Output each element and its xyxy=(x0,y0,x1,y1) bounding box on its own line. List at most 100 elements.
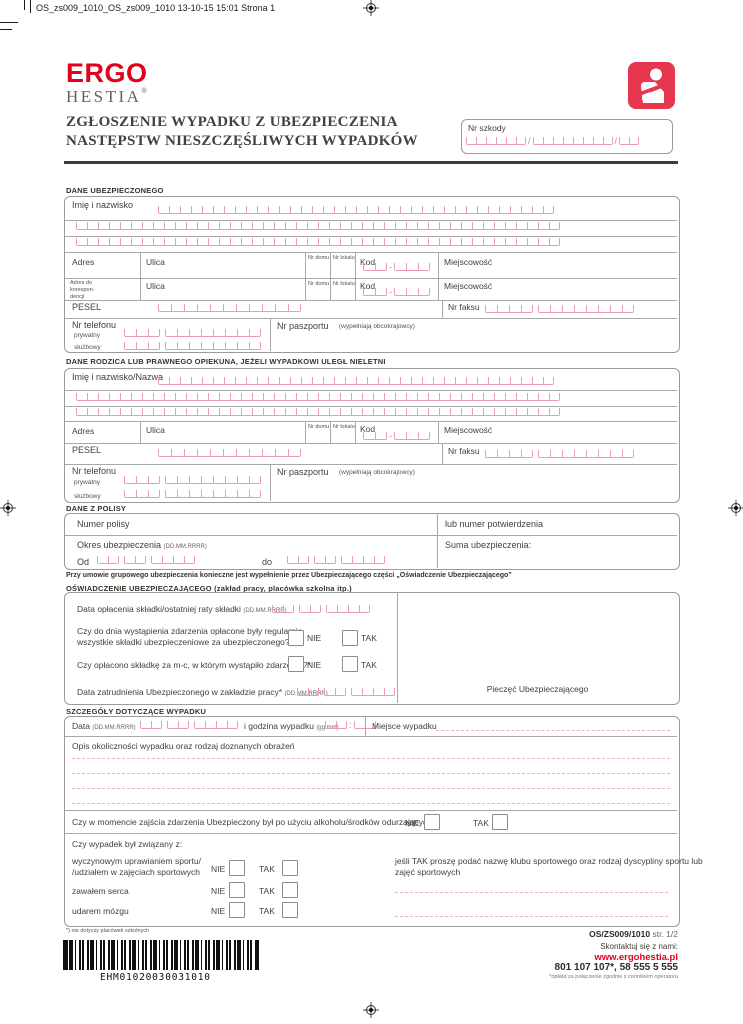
brand-logo-hestia: HESTIA® xyxy=(66,87,147,106)
period-to-comb-field[interactable] xyxy=(287,556,385,564)
guardian-name-comb-field[interactable] xyxy=(158,377,554,385)
city-label: Miejscowość xyxy=(444,281,493,291)
crop-mark xyxy=(0,22,18,23)
registration-mark-icon xyxy=(0,500,16,516)
insured-phone-private-comb-field[interactable] xyxy=(124,329,261,337)
insured-address-corr-label: Adres do korespon- dencji xyxy=(70,280,95,300)
insured-phone-work-comb-field[interactable] xyxy=(124,342,261,350)
month-premium-yes-checkbox[interactable] xyxy=(342,656,358,672)
insured-pesel-comb-field[interactable] xyxy=(158,304,301,312)
guardian-fax-comb-field[interactable] xyxy=(485,450,634,458)
no-label: NIE xyxy=(307,633,322,643)
accident-date-comb-field[interactable] xyxy=(140,721,238,729)
sum-insured-cell[interactable]: Suma ubezpieczenia: xyxy=(438,536,677,567)
accident-place-write-line[interactable] xyxy=(436,729,670,731)
guardian-name-label: Imię i nazwisko/Nazwa xyxy=(72,372,164,382)
phone-private-label: prywatny xyxy=(74,332,101,339)
employment-date-comb-field[interactable] xyxy=(297,688,395,696)
no-label: NIE xyxy=(405,818,420,828)
yes-label: TAK xyxy=(259,886,275,896)
passport-label: Nr paszportu xyxy=(277,467,329,477)
insured-corr-street-cell[interactable]: Ulica xyxy=(141,279,304,299)
accident-date-label: Data (DD.MM.RRRR) xyxy=(72,721,136,731)
guardian-name-comb-field-2[interactable] xyxy=(76,393,560,401)
street-label: Ulica xyxy=(146,281,165,291)
group-policy-note: Przy umowie grupowego ubezpieczenia koni… xyxy=(66,572,512,579)
passport-note: (wypełniają obcokrajowcy) xyxy=(339,323,415,330)
accident-time-comb-field[interactable]: : xyxy=(325,721,376,730)
passport-note: (wypełniają obcokrajowcy) xyxy=(339,469,415,476)
guardian-name-comb-field-3[interactable] xyxy=(76,408,560,416)
guardian-phone-private-comb-field[interactable] xyxy=(124,476,261,484)
insured-corr-city-cell[interactable]: Miejscowość xyxy=(439,279,677,299)
insured-fax-comb-field[interactable] xyxy=(485,305,634,313)
alcohol-no-checkbox[interactable] xyxy=(424,814,440,830)
policy-number-cell[interactable]: Numer polisy xyxy=(65,514,436,534)
accident-box xyxy=(64,716,680,927)
stroke-no-checkbox[interactable] xyxy=(229,902,245,918)
insured-name-comb-field-3[interactable] xyxy=(76,238,560,246)
form-title-line2: NASTĘPSTW NIESZCZĘŚLIWYCH WYPADKÓW xyxy=(66,133,418,149)
premium-date-label: Data opłacenia składki/ostatniej raty sk… xyxy=(77,604,287,614)
brand-logo-ergo: ERGO xyxy=(66,58,148,88)
barcode-text: EHM01020030031010 xyxy=(100,972,211,983)
section-heading-accident: SZCZEGÓŁY DOTYCZĄCE WYPADKU xyxy=(66,707,207,716)
heart-yes-checkbox[interactable] xyxy=(282,882,298,898)
accident-place-label: Miejsce wypadku xyxy=(372,721,437,731)
guardian-phone-work-comb-field[interactable] xyxy=(124,490,261,498)
guardian-pesel-comb-field[interactable] xyxy=(158,449,301,457)
flat-no-label: Nr lokalu xyxy=(333,255,355,261)
insured-name-comb-field[interactable] xyxy=(158,206,554,214)
club-note: jeśli TAK proszę podać nazwę klubu sport… xyxy=(395,856,703,877)
description-write-line[interactable] xyxy=(72,757,670,759)
yes-label: TAK xyxy=(361,660,377,670)
regular-premiums-yes-checkbox[interactable] xyxy=(342,630,358,646)
regular-premiums-question: Czy do dnia wystąpienia zdarzenia opłaco… xyxy=(77,626,303,647)
heart-no-checkbox[interactable] xyxy=(229,882,245,898)
club-write-line[interactable] xyxy=(395,891,668,893)
claim-number-label: Nr szkody xyxy=(468,123,506,133)
contact-heading: Skontaktuj się z nami: xyxy=(600,942,678,951)
month-premium-no-checkbox[interactable] xyxy=(288,656,304,672)
description-write-line[interactable] xyxy=(72,787,670,789)
description-write-line[interactable] xyxy=(72,772,670,774)
alcohol-yes-checkbox[interactable] xyxy=(492,814,508,830)
website-link[interactable]: www.ergohestia.pl xyxy=(594,952,678,963)
sport-yes-checkbox[interactable] xyxy=(282,860,298,876)
yes-label: TAK xyxy=(473,818,489,828)
phone-footnote: *opłata za połączenie zgodnie z cennikie… xyxy=(549,974,678,980)
crop-mark xyxy=(24,0,25,10)
period-from-comb-field[interactable] xyxy=(97,556,195,564)
insured-corr-postal-comb-field[interactable]: - xyxy=(363,288,430,297)
period-to-label: do xyxy=(262,557,273,567)
guardian-street-cell[interactable]: Ulica xyxy=(141,422,304,442)
description-write-line[interactable] xyxy=(72,802,670,804)
confirmation-number-cell[interactable]: lub numer potwierdzenia xyxy=(438,514,677,534)
guardian-fax-label: Nr faksu xyxy=(448,446,480,456)
premium-date-comb-field[interactable] xyxy=(272,605,370,613)
claim-number-box[interactable]: Nr szkody xyxy=(461,119,673,154)
club-write-line[interactable] xyxy=(395,915,668,917)
stroke-yes-checkbox[interactable] xyxy=(282,902,298,918)
form-code-line: OS/ZS009/1010 str. 1/2 xyxy=(589,929,678,939)
claim-number-comb-field[interactable]: / / xyxy=(466,137,640,146)
school-footnote: *) nie dotyczy placówek szkolnych xyxy=(66,928,150,934)
insured-street-cell[interactable]: Ulica xyxy=(141,253,304,277)
insured-fax-label: Nr faksu xyxy=(448,302,480,312)
regular-premiums-no-checkbox[interactable] xyxy=(288,630,304,646)
house-no-label: Nr domu xyxy=(308,424,330,430)
guardian-city-cell[interactable]: Miejscowość xyxy=(439,422,677,442)
insured-city-cell[interactable]: Miejscowość xyxy=(439,253,677,277)
insured-postal-comb-field[interactable]: - xyxy=(363,263,430,272)
stamp-label: Pieczęć Ubezpieczającego xyxy=(486,684,589,694)
related-question: Czy wypadek był związany z: xyxy=(72,839,183,849)
sport-no-checkbox[interactable] xyxy=(229,860,245,876)
stamp-area[interactable]: Pieczęć Ubezpieczającego xyxy=(398,593,677,702)
insured-name-comb-field-2[interactable] xyxy=(76,222,560,230)
guardian-postal-comb-field[interactable]: - xyxy=(363,432,430,441)
alcohol-question: Czy w momencie zajścia zdarzenia Ubezpie… xyxy=(72,817,437,827)
guardian-passport-cell[interactable]: Nr paszportu (wypełniają obcokrajowcy) xyxy=(271,465,676,500)
insured-passport-cell[interactable]: Nr paszportu (wypełniają obcokrajowcy) xyxy=(271,319,676,350)
city-label: Miejscowość xyxy=(444,425,493,435)
